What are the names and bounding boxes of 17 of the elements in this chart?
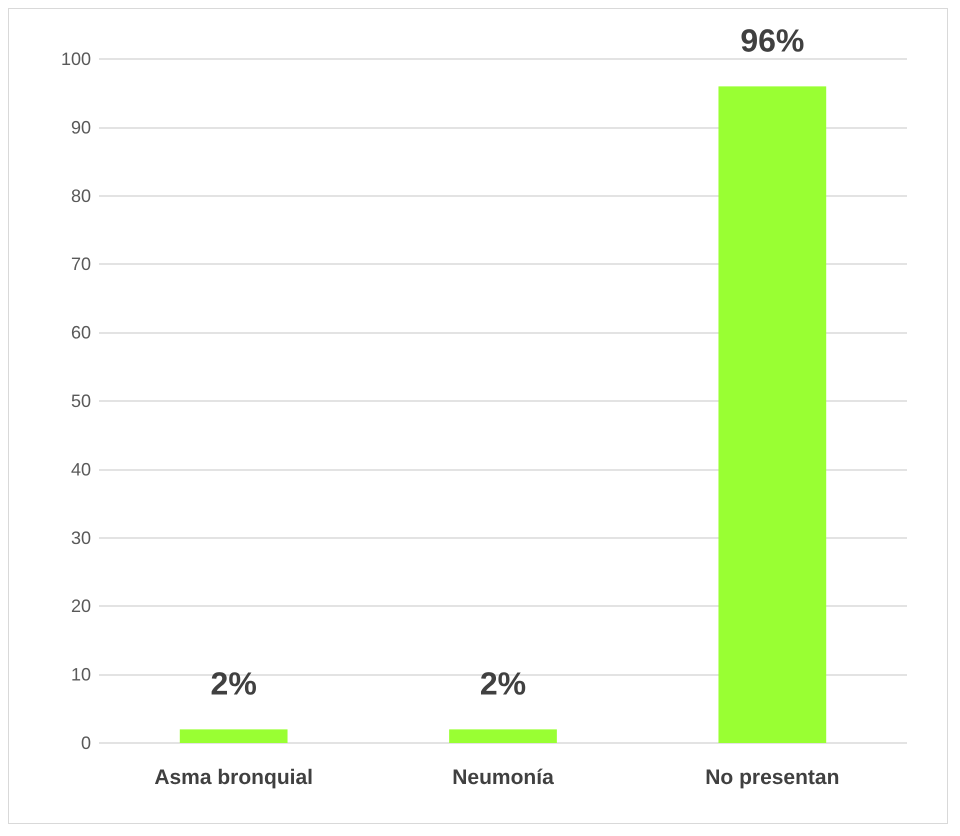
x-tick-label: Asma bronquial bbox=[154, 766, 314, 789]
y-tick-label: 0 bbox=[80, 733, 91, 753]
x-tick-label: Neumonía bbox=[452, 766, 554, 789]
y-tick-label: 90 bbox=[70, 117, 91, 138]
data-label: 96% bbox=[740, 22, 804, 58]
y-tick-label: 70 bbox=[70, 254, 91, 274]
x-tick-label: No presentan bbox=[705, 766, 840, 789]
data-label: 2% bbox=[480, 665, 526, 702]
y-tick-label: 100 bbox=[60, 49, 91, 69]
y-tick-label: 30 bbox=[70, 528, 91, 548]
y-tick-label: 50 bbox=[70, 391, 91, 411]
y-tick-label: 10 bbox=[70, 664, 91, 685]
y-tick-label: 20 bbox=[70, 596, 91, 616]
y-tick-label: 40 bbox=[70, 459, 91, 480]
data-label: 2% bbox=[210, 665, 257, 702]
y-tick-label: 80 bbox=[70, 186, 91, 206]
y-tick-label: 60 bbox=[70, 322, 91, 343]
